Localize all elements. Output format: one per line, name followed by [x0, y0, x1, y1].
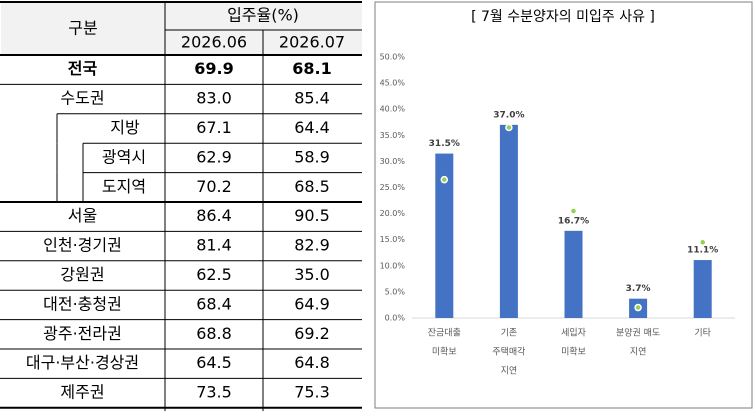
y-tick-label: 40.0%: [380, 105, 406, 114]
value-label: 3.7%: [626, 284, 651, 294]
rate-cell: 58.9: [294, 147, 330, 166]
rate-cell: 62.9: [196, 147, 232, 166]
rate-cell: 81.4: [196, 236, 232, 255]
rate-cell: 64.8: [294, 353, 330, 372]
y-tick-label: 50.0%: [380, 53, 406, 62]
region-name: 제주권: [60, 383, 104, 402]
marker: [698, 238, 707, 247]
x-tick-label: 지연: [630, 347, 647, 358]
x-tick-label: 세입자: [561, 327, 587, 339]
header-rate: 입주율(%): [227, 6, 299, 25]
rate-cell: 67.1: [196, 118, 232, 137]
bar: [693, 260, 712, 318]
value-label: 16.7%: [558, 216, 589, 226]
x-tick-label: 기존: [501, 328, 518, 339]
y-tick-label: 0.0%: [385, 314, 406, 323]
y-tick-label: 5.0%: [385, 287, 406, 296]
rate-cell: 90.5: [294, 206, 330, 225]
rate-cell: 82.9: [294, 236, 330, 255]
x-tick-label: 미확보: [432, 346, 457, 358]
rate-cell: 75.3: [294, 383, 330, 402]
x-tick-label: 주택매각: [492, 346, 525, 358]
x-tick-label: 지연: [501, 366, 518, 377]
table-header-bg: [1, 2, 362, 55]
region-name: 대전·충청권: [43, 294, 122, 313]
y-tick-label: 20.0%: [380, 209, 406, 218]
rate-cell: 64.4: [294, 118, 330, 137]
region-name: 대구·부산·경상권: [26, 353, 139, 372]
x-tick-label: 미확보: [561, 346, 586, 358]
rate-cell: 68.1: [292, 59, 331, 78]
region-name: 인천·경기권: [43, 236, 122, 255]
region-name: 광주·전라권: [43, 324, 122, 343]
x-tick-label: 기타: [694, 328, 711, 339]
rate-cell: 62.5: [196, 265, 232, 284]
marker: [505, 123, 513, 132]
rate-cell: 86.4: [196, 206, 232, 225]
rate-cell: 64.9: [294, 294, 330, 313]
rate-cell: 35.0: [294, 265, 330, 284]
marker: [634, 303, 642, 312]
region-name: 전국: [68, 59, 98, 78]
region-name: 광역시: [102, 147, 146, 166]
region-name: 서울: [68, 206, 97, 225]
x-tick-label: 분양권 매도: [616, 327, 660, 339]
y-tick-label: 15.0%: [380, 235, 406, 244]
value-label: 37.0%: [493, 110, 524, 120]
chart-title: [ 7월 수분양자의 미입주 사유 ]: [471, 9, 655, 25]
chart-frame: [374, 1, 753, 409]
rate-cell: 68.4: [196, 294, 232, 313]
rate-cell: 68.5: [294, 177, 330, 196]
marker: [440, 175, 449, 184]
rate-cell: 83.0: [196, 89, 232, 108]
header-period: 2026.06: [181, 33, 247, 52]
rate-cell: 69.9: [194, 59, 233, 78]
rate-cell: 68.8: [196, 324, 232, 343]
rate-cell: 69.2: [294, 324, 330, 343]
header-period: 2026.07: [279, 33, 345, 52]
bar: [564, 230, 583, 318]
marker: [569, 207, 578, 215]
rate-cell: 85.4: [294, 89, 330, 108]
region-name: 도지역: [102, 177, 146, 196]
rate-cell: 70.2: [196, 177, 232, 196]
y-tick-label: 45.0%: [380, 79, 406, 88]
y-tick-label: 25.0%: [380, 183, 406, 192]
header-group: 구분: [68, 19, 97, 38]
bar: [499, 124, 518, 318]
value-label: 31.5%: [429, 139, 460, 149]
rate-cell: 64.5: [196, 353, 232, 372]
bar: [435, 153, 454, 318]
region-name: 수도권: [60, 89, 104, 108]
region-name: 지방: [110, 118, 140, 137]
x-tick-label: 잔금대출: [428, 328, 461, 339]
rate-cell: 73.5: [196, 383, 232, 402]
y-tick-label: 35.0%: [380, 131, 406, 140]
region-name: 강원권: [60, 265, 104, 284]
y-tick-label: 30.0%: [380, 157, 406, 166]
y-tick-label: 10.0%: [380, 261, 406, 270]
value-label: 11.1%: [687, 246, 718, 256]
